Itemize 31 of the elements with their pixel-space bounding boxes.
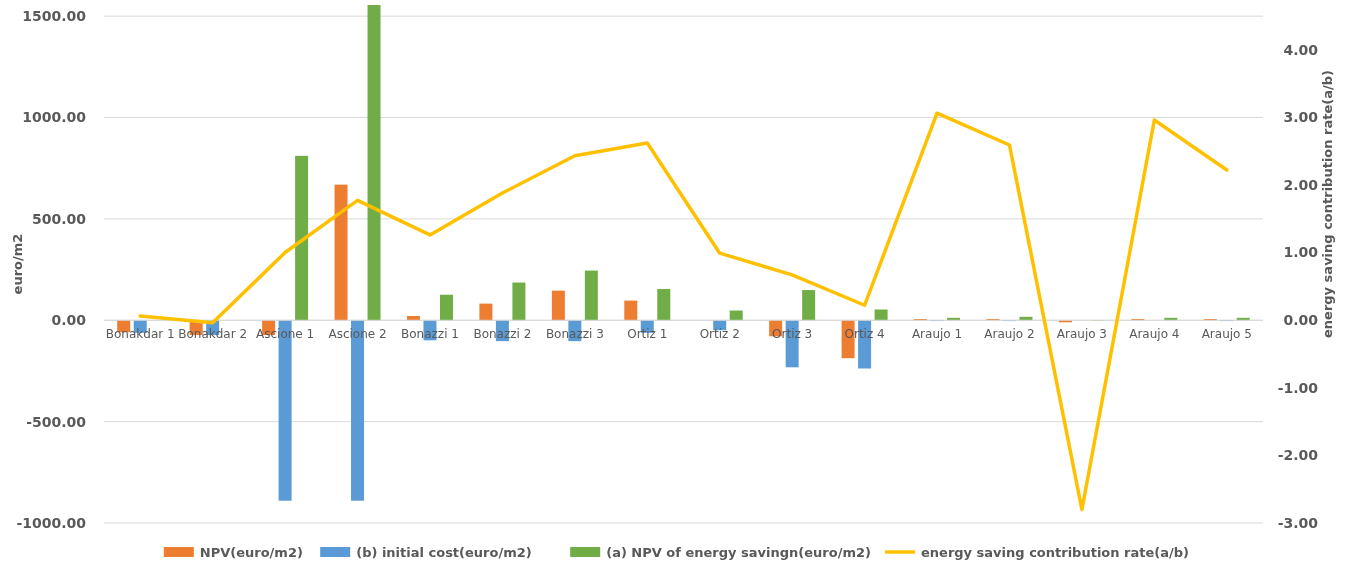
legend-label: energy saving contribution rate(a/b): [921, 544, 1189, 560]
y2-tick-label: -2.00: [1277, 447, 1319, 464]
y2-tick-label: 1.00: [1283, 244, 1319, 261]
x-tick-label: Araujo 4: [1129, 327, 1180, 342]
y2-tick-label: 4.00: [1283, 41, 1319, 58]
legend-label: NPV(euro/m2): [199, 544, 303, 560]
x-tick-label: Bonakdar 2: [178, 327, 248, 342]
x-tick-label: Ortiz 2: [699, 327, 740, 342]
y2-tick-label: 3.00: [1283, 109, 1319, 126]
y2-axis-title: energy saving contribution rate(a/b): [1320, 70, 1335, 338]
x-tick-label: Ortiz 4: [844, 327, 885, 342]
y-tick-label: -500.00: [26, 413, 87, 430]
x-tick-label: Bonakdar 1: [105, 327, 175, 342]
y2-tick-label: -3.00: [1277, 514, 1319, 531]
y-tick-label: 1000.00: [22, 109, 87, 126]
x-tick-label: Araujo 5: [1201, 327, 1252, 342]
y-axis-title: euro/m2: [10, 233, 25, 295]
y2-tick-label: 2.00: [1283, 176, 1319, 193]
y2-tick-label: -1.00: [1277, 379, 1319, 396]
y2-tick-label: 0.00: [1283, 312, 1319, 329]
x-tick-label: Araujo 3: [1056, 327, 1108, 342]
legend-label: (b) initial cost(euro/m2): [356, 544, 532, 560]
y-tick-label: 500.00: [31, 210, 87, 227]
y-tick-label: 1500.00: [22, 8, 87, 25]
y-tick-label: -1000.00: [16, 514, 87, 531]
x-tick-label: Araujo 1: [911, 327, 963, 342]
y-tick-label: 0.00: [51, 312, 87, 329]
x-tick-label: Ortiz 1: [627, 327, 668, 342]
x-tick-label: Ortiz 3: [772, 327, 813, 342]
x-tick-label: Araujo 2: [984, 327, 1035, 342]
legend-label: (a) NPV of energy savingn(euro/m2): [606, 544, 871, 560]
